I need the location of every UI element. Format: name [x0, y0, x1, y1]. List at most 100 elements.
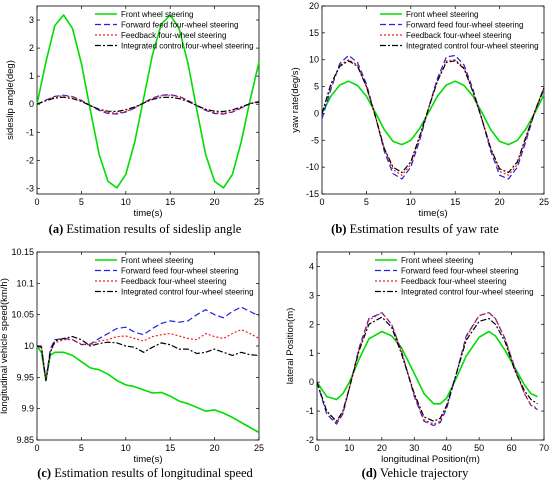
y-axis-label: lateral Position(m) [285, 308, 296, 385]
y-tick-label: -2 [306, 435, 314, 445]
y-tick-label: 4 [309, 261, 314, 271]
x-tick-label: 15 [450, 197, 460, 207]
legend-label: Integrated control four-wheel steering [121, 288, 254, 297]
y-tick-label: 0 [309, 377, 314, 387]
x-tick-label: 30 [409, 443, 419, 453]
y-tick-label: 9.85 [16, 435, 34, 445]
legend-label: Integrated control four-wheel steering [401, 288, 534, 297]
y-tick-label: 2 [29, 43, 34, 53]
x-tick-label: 20 [377, 443, 387, 453]
x-tick-label: 10 [121, 197, 131, 207]
plot-frame [321, 5, 545, 195]
x-tick-label: 0 [314, 443, 319, 453]
x-tick-label: 5 [364, 197, 369, 207]
series-line-front [316, 330, 538, 405]
y-tick-label: -2 [26, 155, 34, 165]
x-tick-label: 20 [210, 443, 220, 453]
x-tick-label: 0 [319, 197, 324, 207]
y-tick-label: 10.05 [11, 310, 34, 320]
series-line-forward [37, 306, 260, 382]
y-tick-label: 9.9 [21, 404, 34, 414]
x-tick-label: 5 [79, 443, 84, 453]
chart-b: 0 5 10 15 20 25 -15 -10 -5 0 5 10 15 20 time(s) yaw rat… [290, 1, 549, 219]
y-tick-label: -5 [311, 135, 319, 145]
chart-c: 0 5 10 15 20 25 9.85 9.9 9.95 10 10.05 10.1 10.15 tim… [0, 247, 264, 465]
caption-d: (d) Vehicle trajectory [361, 466, 469, 480]
legend-label: Integrated control four-wheel steering [121, 42, 254, 51]
legend-label: Feedback four-wheel steering [401, 277, 506, 286]
x-tick-label: 0 [34, 197, 39, 207]
legend-label: Front wheel steering [121, 10, 193, 19]
series-line-integrated [36, 96, 260, 113]
x-tick-label: 20 [210, 197, 220, 207]
series-line-front [321, 80, 545, 146]
legend-label: Forward feed four-wheel steering [401, 267, 518, 276]
x-tick-label: 15 [165, 197, 175, 207]
y-tick-label: 3 [309, 290, 314, 300]
y-tick-label: 1 [309, 348, 314, 358]
y-tick-label: 20 [309, 1, 319, 11]
x-axis-label: time(s) [133, 208, 162, 219]
y-axis-label: sideslip angle(deg) [5, 60, 16, 140]
y-tick-label: -10 [306, 162, 319, 172]
x-tick-label: 10 [406, 197, 416, 207]
x-tick-label: 15 [165, 443, 175, 453]
y-tick-label: 0 [314, 108, 319, 118]
legend-label: Feedback four-wheel steering [121, 277, 226, 286]
y-axis-label: yaw rate(deg/s) [290, 67, 301, 132]
series-line-integrated [321, 60, 545, 174]
y-tick-label: -3 [26, 183, 34, 193]
x-tick-label: 0 [34, 443, 39, 453]
x-axis-label: time(s) [133, 454, 162, 465]
y-tick-label: 1 [29, 71, 34, 81]
x-tick-label: 10 [121, 443, 131, 453]
x-axis-label: longitudinal Position(m) [381, 454, 480, 465]
x-tick-label: 5 [79, 197, 84, 207]
x-tick-label: 50 [474, 443, 484, 453]
x-tick-label: 10 [344, 443, 354, 453]
series-line-front [36, 345, 260, 434]
y-tick-label: 10.1 [16, 278, 34, 288]
y-tick-label: 10 [309, 55, 319, 65]
x-tick-label: 70 [539, 443, 549, 453]
y-tick-label: -1 [306, 406, 314, 416]
series-line-forward [36, 94, 260, 115]
series-line-feedback [316, 312, 538, 425]
x-axis-label: time(s) [418, 208, 447, 219]
legend-label: Front wheel steering [121, 256, 193, 265]
y-tick-label: 2 [309, 319, 314, 329]
y-tick-label: -15 [306, 189, 319, 199]
chart-d: 0 10 20 30 40 50 60 70 -2 -1 0 1 2 3 4 longitudinal Pos… [285, 251, 549, 465]
chart-a: 0 5 10 15 20 25 -3 -2 -1 0 1 2 3 time(s) sideslip angl… [5, 5, 264, 219]
series-line-integrated [316, 316, 538, 422]
legend-label: Forward feed four-wheel steering [406, 21, 523, 30]
legend-label: Feedback four-wheel steering [121, 31, 226, 40]
series-line-integrated [36, 336, 260, 382]
y-tick-label: 10 [24, 341, 34, 351]
x-tick-label: 40 [442, 443, 452, 453]
y-tick-label: 5 [314, 82, 319, 92]
y-tick-label: 3 [29, 15, 34, 25]
caption-b: (b) Estimation results of yaw rate [331, 222, 499, 236]
x-tick-label: 60 [507, 443, 517, 453]
y-tick-label: -1 [26, 127, 34, 137]
legend-label: Forward feed four-wheel steering [121, 21, 238, 30]
y-tick-label: 15 [309, 28, 319, 38]
caption-a: (a) Estimation results of sideslip angle [48, 222, 242, 236]
series-line-front [36, 14, 260, 189]
legend-label: Front wheel steering [406, 10, 478, 19]
x-tick-label: 25 [254, 443, 264, 453]
caption-c: (c) Estimation results of longitudinal s… [37, 466, 253, 480]
legend-label: Feedback four-wheel steering [406, 31, 511, 40]
x-tick-label: 20 [495, 197, 505, 207]
y-tick-label: 10.15 [11, 247, 34, 257]
plot-frame [36, 251, 260, 441]
y-tick-label: 0 [29, 99, 34, 109]
x-tick-label: 25 [539, 197, 549, 207]
legend-label: Integrated control four-wheel steering [406, 42, 539, 51]
x-tick-label: 25 [254, 197, 264, 207]
series-line-feedback [36, 94, 260, 114]
legend-label: Front wheel steering [401, 256, 473, 265]
y-tick-label: 9.95 [16, 372, 34, 382]
